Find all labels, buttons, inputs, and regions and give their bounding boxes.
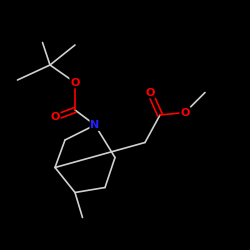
Text: O: O: [145, 88, 155, 98]
Text: O: O: [180, 108, 190, 118]
Text: O: O: [70, 78, 80, 88]
Text: N: N: [90, 120, 100, 130]
Text: O: O: [50, 112, 60, 122]
